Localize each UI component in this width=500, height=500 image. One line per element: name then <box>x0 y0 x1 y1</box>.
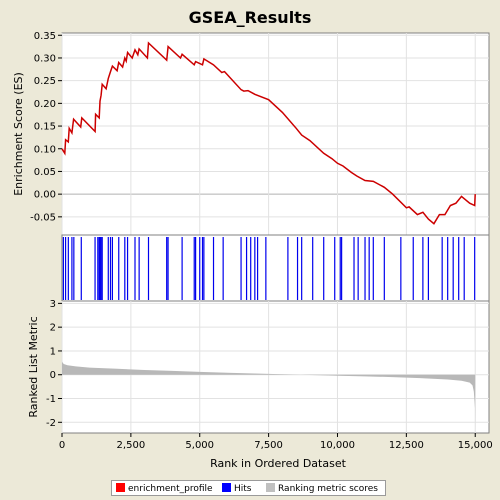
es-y-tick-label: 0.30 <box>34 53 56 64</box>
es-y-tick-label: -0.05 <box>30 212 56 223</box>
ranking-metric-area <box>62 361 476 430</box>
es-gridlines <box>61 33 489 235</box>
x-axis-ticks: 0 2,500 5,000 7,500 10,000 12,500 15,000 <box>59 433 493 451</box>
x-tick-label: 7,500 <box>254 440 283 451</box>
es-y-tick-label: 0.20 <box>34 99 56 110</box>
legend-label: Hits <box>234 484 252 494</box>
chart-title: GSEA_Results <box>189 8 312 27</box>
hit-marks <box>62 237 476 300</box>
es-y-tick-label: 0.35 <box>34 31 56 42</box>
rank-y-tick-label: -2 <box>46 418 56 429</box>
legend-item-ranking-metric-scores: Ranking metric scores <box>266 483 378 494</box>
rank-gridlines <box>61 301 489 433</box>
hits-panel <box>61 234 490 302</box>
legend-item-enrichment-profile: enrichment_profile <box>116 483 213 494</box>
legend-swatch-ranking-metric-scores <box>266 483 275 492</box>
ranking-metric-panel: 3 2 1 0 -1 -2 Ranked List Metric <box>27 299 490 434</box>
rank-y-tick-label: 3 <box>50 299 56 310</box>
enrichment-profile-line <box>61 41 476 225</box>
legend-label: enrichment_profile <box>128 484 213 494</box>
rank-y-tick-label: 1 <box>50 346 56 357</box>
rank-y-axis-label: Ranked List Metric <box>27 316 40 417</box>
x-tick-label: 15,000 <box>458 440 493 451</box>
rank-y-tick-label: 2 <box>50 323 56 334</box>
x-tick-label: 5,000 <box>185 440 214 451</box>
es-y-tick-label: 0.25 <box>34 76 56 87</box>
rank-y-axis-ticks: 3 2 1 0 -1 -2 <box>46 299 62 429</box>
rank-plot-area <box>61 300 490 434</box>
legend-swatch-enrichment-profile <box>116 483 125 492</box>
legend-item-hits: Hits <box>222 483 252 494</box>
x-tick-label: 2,500 <box>117 440 146 451</box>
enrichment-score-panel: 0.35 0.30 0.25 0.20 0.15 0.10 0.05 0.00 -0.05 En… <box>12 31 490 236</box>
es-y-axis-label: Enrichment Score (ES) <box>12 72 25 196</box>
legend-label: Ranking metric scores <box>278 484 378 494</box>
x-tick-label: 12,500 <box>389 440 424 451</box>
es-y-tick-label: 0.15 <box>34 122 56 133</box>
es-plot-area <box>61 32 490 236</box>
legend: enrichment_profile Hits Ranking metric s… <box>111 480 386 496</box>
x-tick-label: 10,000 <box>320 440 355 451</box>
x-tick-label: 0 <box>59 440 65 451</box>
rank-y-tick-label: 0 <box>50 370 56 381</box>
hits-plot-area <box>61 234 490 302</box>
es-y-axis-ticks: 0.35 0.30 0.25 0.20 0.15 0.10 0.05 0.00 -0.05 <box>30 31 62 223</box>
x-axis-label: Rank in Ordered Dataset <box>210 457 347 470</box>
es-y-tick-label: 0.00 <box>34 190 56 201</box>
es-y-tick-label: 0.05 <box>34 167 56 178</box>
es-y-tick-label: 0.10 <box>34 144 56 155</box>
rank-y-tick-label: -1 <box>46 394 56 405</box>
legend-swatch-hits <box>222 483 231 492</box>
